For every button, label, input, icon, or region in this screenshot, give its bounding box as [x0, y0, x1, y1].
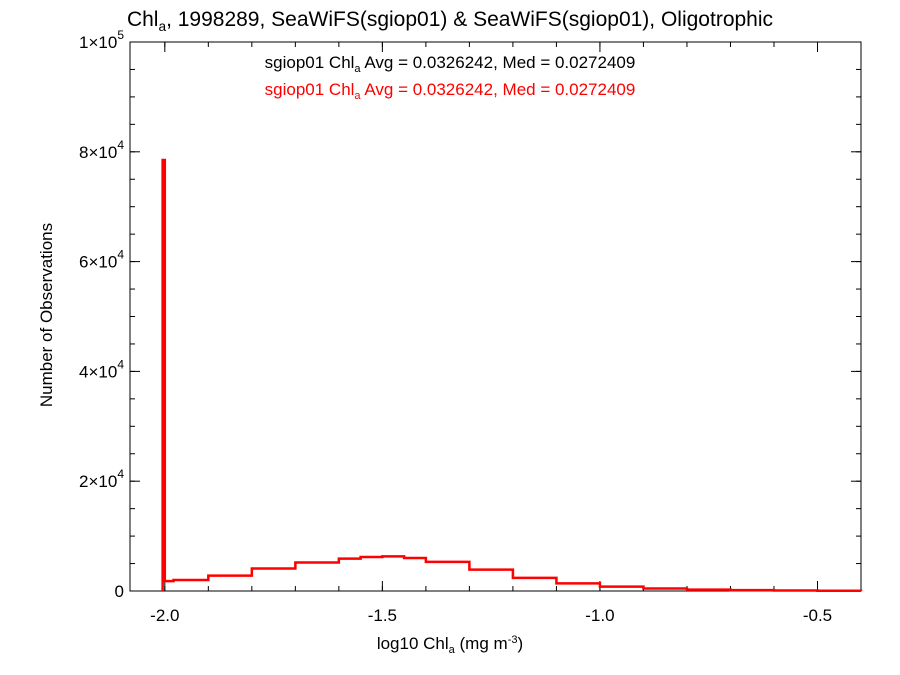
data-point [642, 588, 644, 590]
chart-title: Chla, 1998289, SeaWiFS(sgiop01) & SeaWiF… [126, 8, 774, 34]
data-point [164, 580, 166, 582]
data-point [360, 556, 362, 558]
x-tick-label: -1.5 [368, 606, 397, 625]
y-tick-label: 2×104 [79, 467, 124, 491]
data-point [468, 569, 470, 571]
data-point [251, 567, 253, 569]
data-point [173, 579, 175, 581]
data-point [773, 590, 775, 592]
data-point [860, 590, 862, 592]
x-axis-label: log10 Chla (mg m-3) [376, 634, 524, 656]
data-point [729, 589, 731, 591]
y-tick-label: 4×104 [79, 357, 124, 381]
annotation-red: sgiop01 Chla Avg = 0.0326242, Med = 0.02… [264, 80, 636, 102]
data-point [686, 589, 688, 591]
plot-frame [129, 41, 862, 592]
data-point [555, 582, 557, 584]
annotation-black: sgiop01 Chla Avg = 0.0326242, Med = 0.02… [264, 53, 636, 75]
data-point [425, 561, 427, 563]
data-point [381, 555, 383, 557]
data-point [512, 577, 514, 579]
histogram-series-line [161, 158, 863, 593]
data-point [207, 575, 209, 577]
x-tick-label: -2.0 [150, 606, 179, 625]
data-point [294, 561, 296, 563]
y-tick-label: 8×104 [79, 138, 124, 162]
y-tick-label: 6×104 [79, 248, 124, 272]
x-tick-label: -0.5 [803, 606, 832, 625]
y-axis-label: Number of Observations [37, 222, 56, 408]
data-point [338, 558, 340, 560]
data-point [816, 590, 818, 592]
y-tick-label: 1×105 [79, 28, 124, 52]
data-point [162, 159, 164, 161]
y-tick-label: 0 [115, 582, 124, 601]
data-point [599, 586, 601, 588]
x-tick-label: -1.0 [585, 606, 614, 625]
data-point [403, 557, 405, 559]
